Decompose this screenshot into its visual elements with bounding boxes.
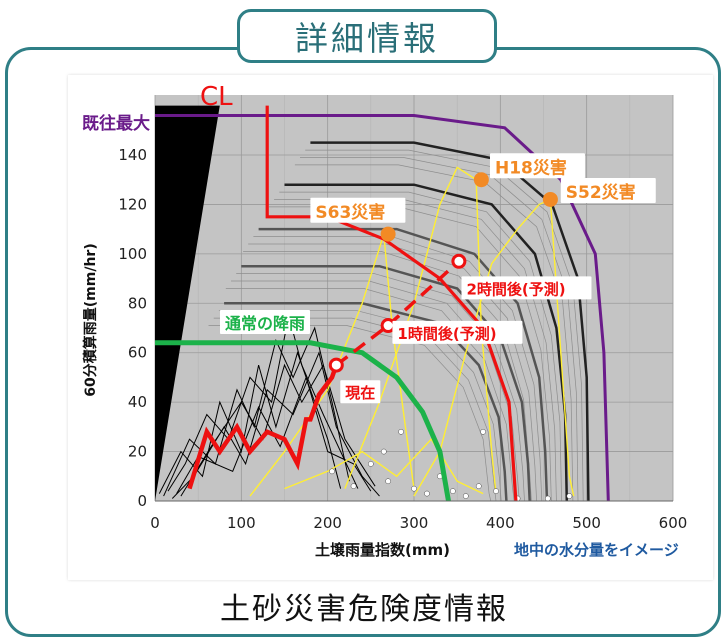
past-disaster-h18-label-text: H18災害 <box>495 157 567 178</box>
past-disaster-s63-label-box <box>310 197 406 223</box>
history-yellow-line <box>284 438 484 495</box>
forecast-2-label-box <box>461 276 592 300</box>
history-yellow-line <box>413 198 575 497</box>
current-marker <box>328 357 344 373</box>
forecast-1-label-text: 1時間後(予測) <box>397 325 496 343</box>
forecast-1-label-box <box>392 320 523 344</box>
normal-rain-line <box>155 340 451 501</box>
history-point <box>385 478 391 485</box>
fine-contour-line <box>218 310 502 501</box>
fine-contour-line <box>236 273 525 501</box>
forecast-marker <box>451 253 467 269</box>
y-tick-label: 60 <box>128 344 147 362</box>
x-tick-label: 300 <box>400 514 429 532</box>
history-point <box>475 483 482 490</box>
y-tick-label: 120 <box>118 195 147 213</box>
history-point <box>367 461 374 467</box>
history-point <box>380 448 387 455</box>
past-disaster-marker <box>380 226 396 242</box>
x-tick-label: 500 <box>572 514 601 532</box>
y-tick-label: 40 <box>128 393 147 411</box>
past-disaster-marker <box>542 191 558 207</box>
x-axis-title: 土壌雨量指数(mm) <box>315 541 450 559</box>
x-tick-label: 200 <box>313 514 342 532</box>
normal-rain-label-box <box>220 310 310 334</box>
past-disaster-h18-label: H18災害 <box>489 153 585 179</box>
x-tick-label: 400 <box>486 514 515 532</box>
chart-card: 0 100 200 300 400 500 600 0 20 40 60 80 100 120 140 土壌雨… <box>68 75 713 580</box>
history-black-line <box>180 363 376 497</box>
history-black-line <box>176 375 372 494</box>
history-yellow-line <box>249 233 415 497</box>
history-yellow-line <box>344 166 497 494</box>
forecast-marker <box>380 318 396 334</box>
max-ever-label: 既往最大 <box>82 113 150 134</box>
forecast-2-label-text: 2時間後(予測) <box>466 280 565 298</box>
x-tick-label: 0 <box>150 514 160 532</box>
fine-contour-line <box>294 164 574 501</box>
history-point <box>398 428 404 435</box>
x-tick-label: 100 <box>227 514 256 532</box>
y-tick-label: 0 <box>137 492 147 510</box>
fine-contour-line <box>300 157 579 501</box>
history-point <box>350 483 357 490</box>
history-black-line <box>167 315 359 492</box>
history-point <box>329 468 335 475</box>
normal-rain-label-text: 通常の降雨 <box>225 314 305 333</box>
past-disaster-s52-label: S52災害 <box>560 178 656 204</box>
fine-contour-line <box>225 288 515 501</box>
fine-contour-line <box>213 317 497 501</box>
fine-contour-line <box>305 149 584 501</box>
fine-contour-line <box>248 243 537 501</box>
current-label: 現在 <box>340 380 381 404</box>
black-wedge <box>155 105 220 501</box>
current-label-text: 現在 <box>345 384 375 402</box>
x-tick-label: 600 <box>659 514 688 532</box>
history-point <box>450 488 456 494</box>
forecast-1-label: 1時間後(予測) <box>392 320 523 344</box>
normal-rain-label: 通常の降雨 <box>220 310 310 334</box>
cl-line <box>265 105 518 501</box>
history-point <box>424 490 430 497</box>
history-black-line <box>171 351 380 499</box>
history-point <box>480 428 486 435</box>
fine-contour-line <box>208 325 492 501</box>
history-point <box>566 493 573 499</box>
current-track-line <box>187 364 339 490</box>
past-disaster-s63-label-text: S63災害 <box>315 202 385 223</box>
past-disaster-s52-label-text: S52災害 <box>566 182 636 203</box>
cl-label: CL <box>200 82 233 112</box>
contour-line-c3 <box>258 227 549 501</box>
past-disaster-marker <box>473 172 489 188</box>
history-point <box>544 495 551 501</box>
y-tick-label: 80 <box>128 294 147 312</box>
x-axis-note: 地中の水分量をイメージ <box>514 541 679 559</box>
page-title: 詳細情報 <box>295 19 439 58</box>
current-label-box <box>340 380 381 404</box>
y-tick-label: 20 <box>128 443 147 461</box>
fine-contour-line <box>279 191 562 501</box>
past-disaster-s52-label-box <box>560 178 656 204</box>
forecast-2-label: 2時間後(予測) <box>461 276 592 300</box>
y-tick-label: 100 <box>118 245 147 263</box>
risk-chart: 0 100 200 300 400 500 600 0 20 40 60 80 100 120 140 土壌雨… <box>82 82 688 559</box>
past-disaster-s63-label: S63災害 <box>310 197 406 223</box>
y-axis-title: 60分積算雨量(mm/hr) <box>82 243 99 396</box>
history-point <box>493 488 499 494</box>
title-tab: 詳細情報 <box>237 9 497 63</box>
history-point <box>462 493 469 499</box>
past-disaster-h18-label-box <box>489 153 585 179</box>
y-tick-label: 140 <box>118 146 147 164</box>
history-point <box>411 485 417 492</box>
footer-caption: 土砂災害危険度情報 <box>220 592 508 627</box>
axis-layer: 0 100 200 300 400 500 600 0 20 40 60 80 100 120 140 土壌雨… <box>82 146 688 559</box>
